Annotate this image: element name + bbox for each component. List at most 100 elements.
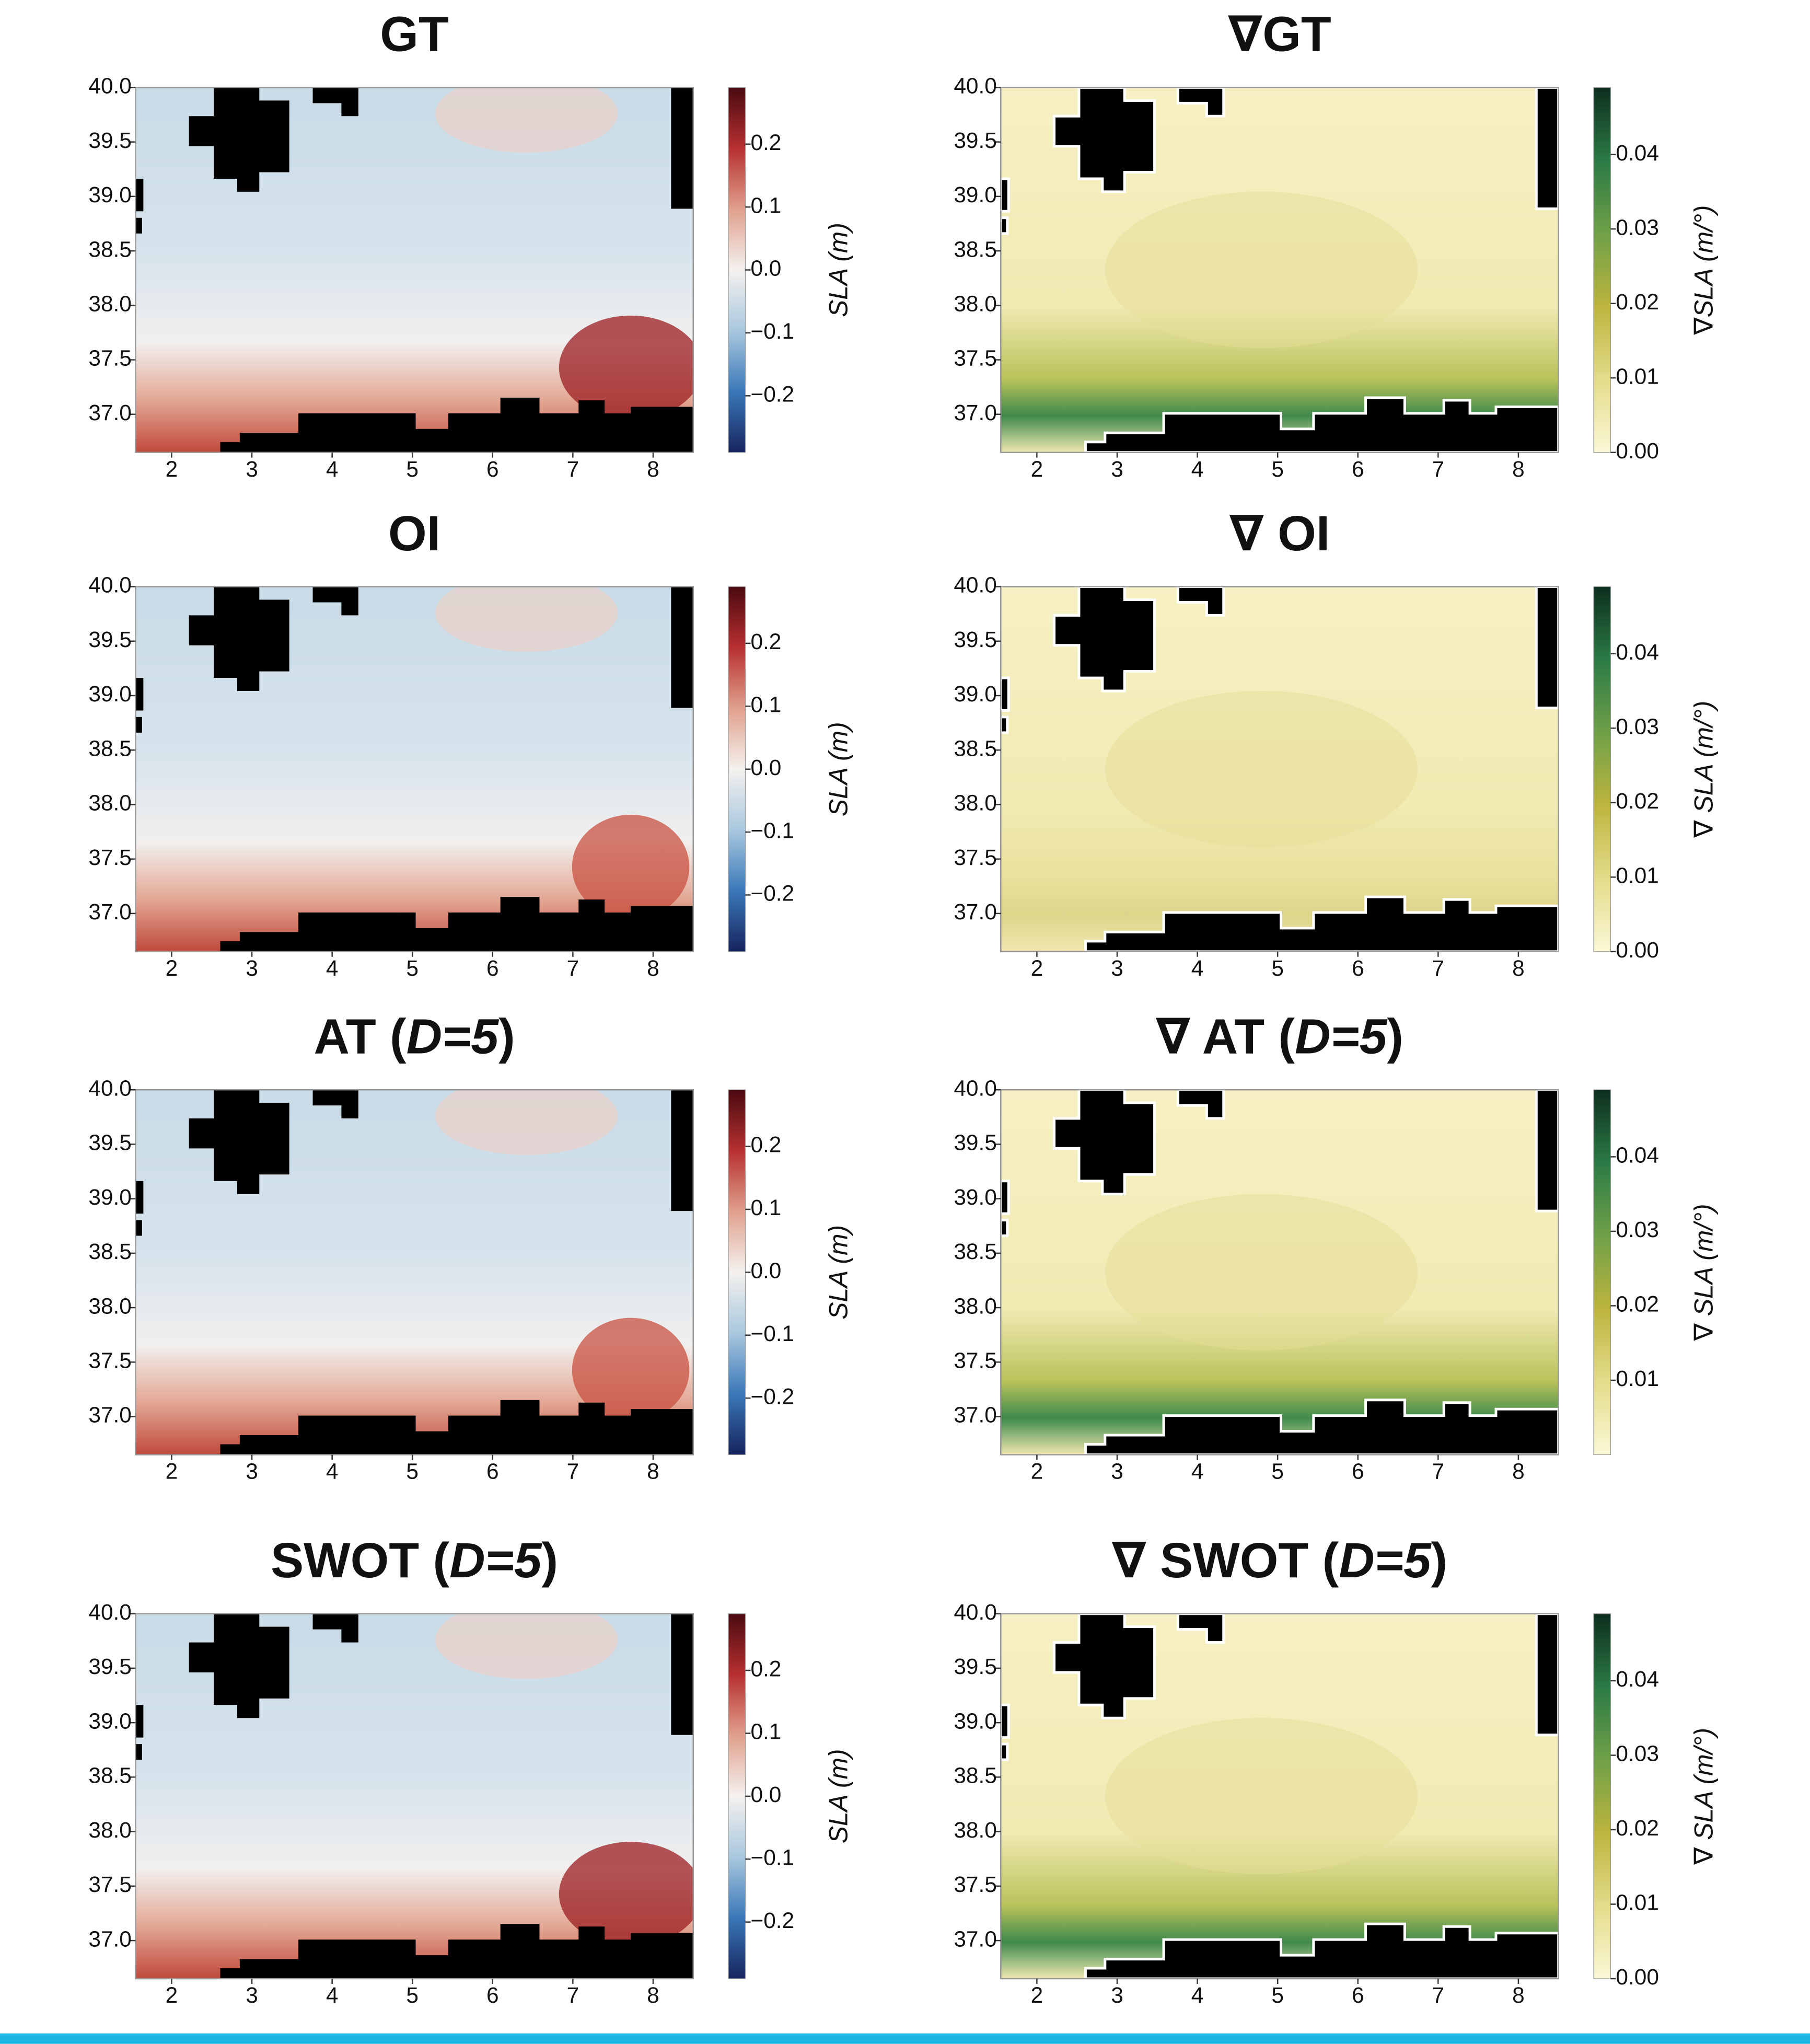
y-tick-label: 38.0 <box>88 1818 131 1842</box>
land <box>135 1744 142 1760</box>
x-tick-label: 5 <box>406 956 419 980</box>
plot-frame <box>135 1089 694 1456</box>
y-tick-label: 37.0 <box>88 1926 131 1951</box>
field-feature <box>1105 1718 1418 1875</box>
x-tick-label: 5 <box>406 1459 419 1484</box>
land <box>1001 177 1010 213</box>
land <box>135 1220 142 1236</box>
land <box>1535 1613 1559 1737</box>
field-feature <box>1105 191 1418 349</box>
field-feature <box>1105 1194 1418 1350</box>
y-tick-label: 40.0 <box>954 74 996 98</box>
y-tick-label: 39.5 <box>954 128 996 153</box>
y-tick-label: 38.0 <box>954 291 996 316</box>
x-tick-label: 6 <box>1352 457 1364 481</box>
colorbar <box>728 1613 746 1979</box>
field-feature <box>435 1090 618 1155</box>
x-tick-label: 4 <box>1191 956 1204 980</box>
colorbar-tick-label: 0.04 <box>1616 141 1658 165</box>
land <box>220 1924 693 1979</box>
x-tick-label: 3 <box>246 1459 258 1484</box>
plot-frame <box>1000 1089 1559 1456</box>
field-group <box>135 87 693 453</box>
land <box>1084 1922 1559 1979</box>
field-feature <box>572 814 690 919</box>
colorbar-label: ∇ SLA (m/°) <box>1689 701 1719 838</box>
y-tick-label: 38.5 <box>954 237 996 261</box>
plot-frame <box>135 1613 694 1980</box>
land <box>671 586 693 708</box>
land <box>135 1181 144 1214</box>
x-tick-label: 6 <box>486 1983 499 2007</box>
x-tick-label: 2 <box>166 457 178 481</box>
land <box>312 1090 358 1119</box>
colorbar-tick-label: −0.1 <box>750 1845 794 1869</box>
colorbar-tick-label: 0.01 <box>1616 863 1658 888</box>
colorbar-tick-label: 0.04 <box>1616 1667 1658 1691</box>
land <box>1535 1090 1559 1212</box>
y-tick-label: 40.0 <box>88 1600 131 1624</box>
land <box>1053 1613 1156 1719</box>
x-tick-label: 7 <box>1432 457 1445 481</box>
colorbar-label: ∇SLA (m/°) <box>1689 205 1719 335</box>
x-tick-label: 3 <box>246 956 258 980</box>
land <box>671 1613 693 1735</box>
colorbar-tick-label: 0.01 <box>1616 1890 1658 1915</box>
panel-title: AT (D=5) <box>314 1009 515 1064</box>
colorbar-label: SLA (m) <box>824 1749 853 1843</box>
colorbar-tick-label: −0.1 <box>750 1321 794 1346</box>
x-tick-label: 8 <box>647 1459 659 1484</box>
colorbar-tick-label: 0.0 <box>750 1782 781 1807</box>
colorbar <box>1593 1089 1611 1456</box>
y-tick-label: 37.0 <box>954 899 996 924</box>
colorbar-tick-label: 0.2 <box>750 1656 781 1681</box>
x-tick-label: 5 <box>1271 1459 1284 1484</box>
x-tick-label: 2 <box>1031 1459 1043 1484</box>
y-tick-label: 39.0 <box>954 1185 996 1209</box>
y-tick-label: 37.5 <box>88 346 131 371</box>
x-tick-label: 6 <box>1352 1983 1364 2007</box>
land <box>1176 1090 1225 1120</box>
x-tick-label: 5 <box>406 457 419 481</box>
x-tick-label: 2 <box>166 956 178 980</box>
y-tick-label: 38.5 <box>954 1763 996 1788</box>
colorbar-tick-label: 0.01 <box>1616 364 1658 388</box>
x-tick-label: 7 <box>567 457 579 481</box>
y-tick-label: 38.0 <box>88 1294 131 1318</box>
colorbar-tick-label: −0.2 <box>750 881 794 906</box>
x-tick-label: 6 <box>1352 956 1364 980</box>
y-tick-label: 38.0 <box>954 791 996 815</box>
land <box>135 1705 144 1738</box>
colorbar-tick-label: 0.1 <box>750 1719 781 1744</box>
x-tick-label: 3 <box>1111 457 1123 481</box>
land <box>1176 87 1225 118</box>
land <box>1001 676 1010 712</box>
colorbar-tick-label: 0.00 <box>1616 1965 1658 1989</box>
land <box>312 586 358 616</box>
panel-title: ∇ SWOT (D=5) <box>1112 1533 1447 1588</box>
x-tick-label: 5 <box>406 1983 419 2007</box>
land <box>1053 1090 1156 1196</box>
colorbar-tick-label: 0.2 <box>750 130 781 155</box>
colorbar-tick-label: 0.03 <box>1616 215 1658 239</box>
y-tick-label: 37.0 <box>88 1403 131 1427</box>
y-tick-label: 39.0 <box>88 1708 131 1733</box>
y-tick-label: 39.0 <box>954 182 996 207</box>
land <box>135 178 144 212</box>
y-tick-label: 37.0 <box>954 1403 996 1427</box>
plot-frame <box>135 87 694 453</box>
y-tick-label: 38.0 <box>954 1294 996 1318</box>
x-tick-label: 6 <box>1352 1459 1364 1484</box>
x-tick-label: 3 <box>246 457 258 481</box>
y-tick-label: 37.0 <box>88 899 131 924</box>
land <box>1176 586 1225 617</box>
land <box>1001 216 1009 235</box>
colorbar-tick-label: 0.04 <box>1616 1143 1658 1168</box>
y-tick-label: 39.5 <box>954 1654 996 1679</box>
y-tick-label: 38.0 <box>88 791 131 815</box>
field-feature <box>435 1613 618 1679</box>
land <box>671 1090 693 1211</box>
colorbar-tick-label: 0.01 <box>1616 1366 1658 1391</box>
x-tick-label: 7 <box>1432 956 1445 980</box>
